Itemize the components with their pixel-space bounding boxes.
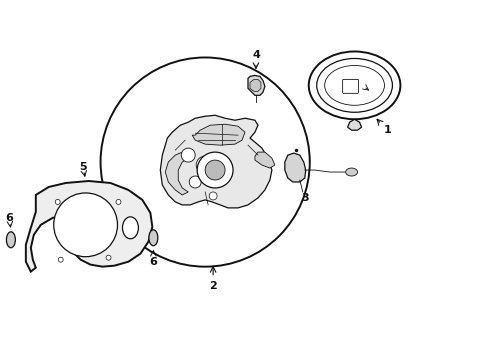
Circle shape [196,156,214,174]
Ellipse shape [317,58,392,112]
FancyBboxPatch shape [343,80,359,93]
Polygon shape [165,152,188,195]
Polygon shape [250,80,261,91]
Circle shape [106,255,111,260]
Circle shape [205,160,225,180]
Circle shape [55,199,60,204]
Ellipse shape [309,51,400,119]
Text: 4: 4 [252,50,260,60]
Text: 3: 3 [301,193,309,203]
Circle shape [189,176,201,188]
Ellipse shape [122,217,138,239]
Text: 1: 1 [384,125,392,135]
Circle shape [54,193,118,257]
Circle shape [209,192,217,200]
Polygon shape [192,124,245,145]
Text: 6: 6 [149,257,157,267]
Polygon shape [285,153,306,182]
Text: 6: 6 [5,213,13,223]
Circle shape [58,257,63,262]
Polygon shape [248,75,265,95]
Polygon shape [160,115,272,208]
Circle shape [100,58,310,267]
Text: 2: 2 [209,280,217,291]
Polygon shape [26,181,152,272]
Ellipse shape [149,230,158,246]
Text: 5: 5 [79,162,86,172]
Circle shape [181,148,195,162]
Polygon shape [255,152,275,168]
Ellipse shape [345,168,358,176]
Ellipse shape [325,66,385,105]
Circle shape [116,199,121,204]
Ellipse shape [6,232,15,248]
Circle shape [197,152,233,188]
Polygon shape [347,119,362,130]
